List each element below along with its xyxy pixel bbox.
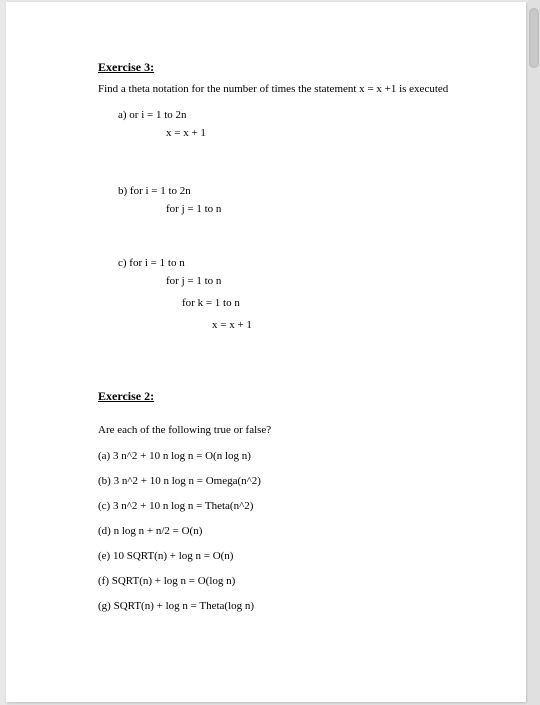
ex3-part-c-body2: for k = 1 to n <box>98 297 506 309</box>
ex2-item-b: (b) 3 n^2 + 10 n log n = Omega(n^2) <box>98 475 506 487</box>
ex3-part-c-body1: for j = 1 to n <box>98 275 506 287</box>
scrollbar-track[interactable] <box>528 0 540 705</box>
exercise-2-heading: Exercise 2: <box>98 389 506 404</box>
ex2-item-g: (g) SQRT(n) + log n = Theta(log n) <box>98 600 506 612</box>
ex2-item-e: (e) 10 SQRT(n) + log n = O(n) <box>98 550 506 562</box>
ex3-part-c-label: c) for i = 1 to n <box>98 257 506 269</box>
ex3-part-c-body3: x = x + 1 <box>98 319 506 331</box>
document-page: Exercise 3: Find a theta notation for th… <box>6 2 526 702</box>
exercise-3-heading: Exercise 3: <box>98 60 506 75</box>
ex3-part-b-label: b) for i = 1 to 2n <box>98 185 506 197</box>
ex3-part-a-label: a) or i = 1 to 2n <box>98 109 506 121</box>
ex2-item-f: (f) SQRT(n) + log n = O(log n) <box>98 575 506 587</box>
ex3-part-a-body: x = x + 1 <box>98 127 506 139</box>
exercise-2-prompt: Are each of the following true or false? <box>98 424 506 436</box>
exercise-3-prompt: Find a theta notation for the number of … <box>98 83 506 95</box>
ex2-item-d: (d) n log n + n/2 = O(n) <box>98 525 506 537</box>
scrollbar-thumb[interactable] <box>529 8 539 68</box>
ex2-item-c: (c) 3 n^2 + 10 n log n = Theta(n^2) <box>98 500 506 512</box>
ex2-item-a: (a) 3 n^2 + 10 n log n = O(n log n) <box>98 450 506 462</box>
ex3-part-b-body: for j = 1 to n <box>98 203 506 215</box>
